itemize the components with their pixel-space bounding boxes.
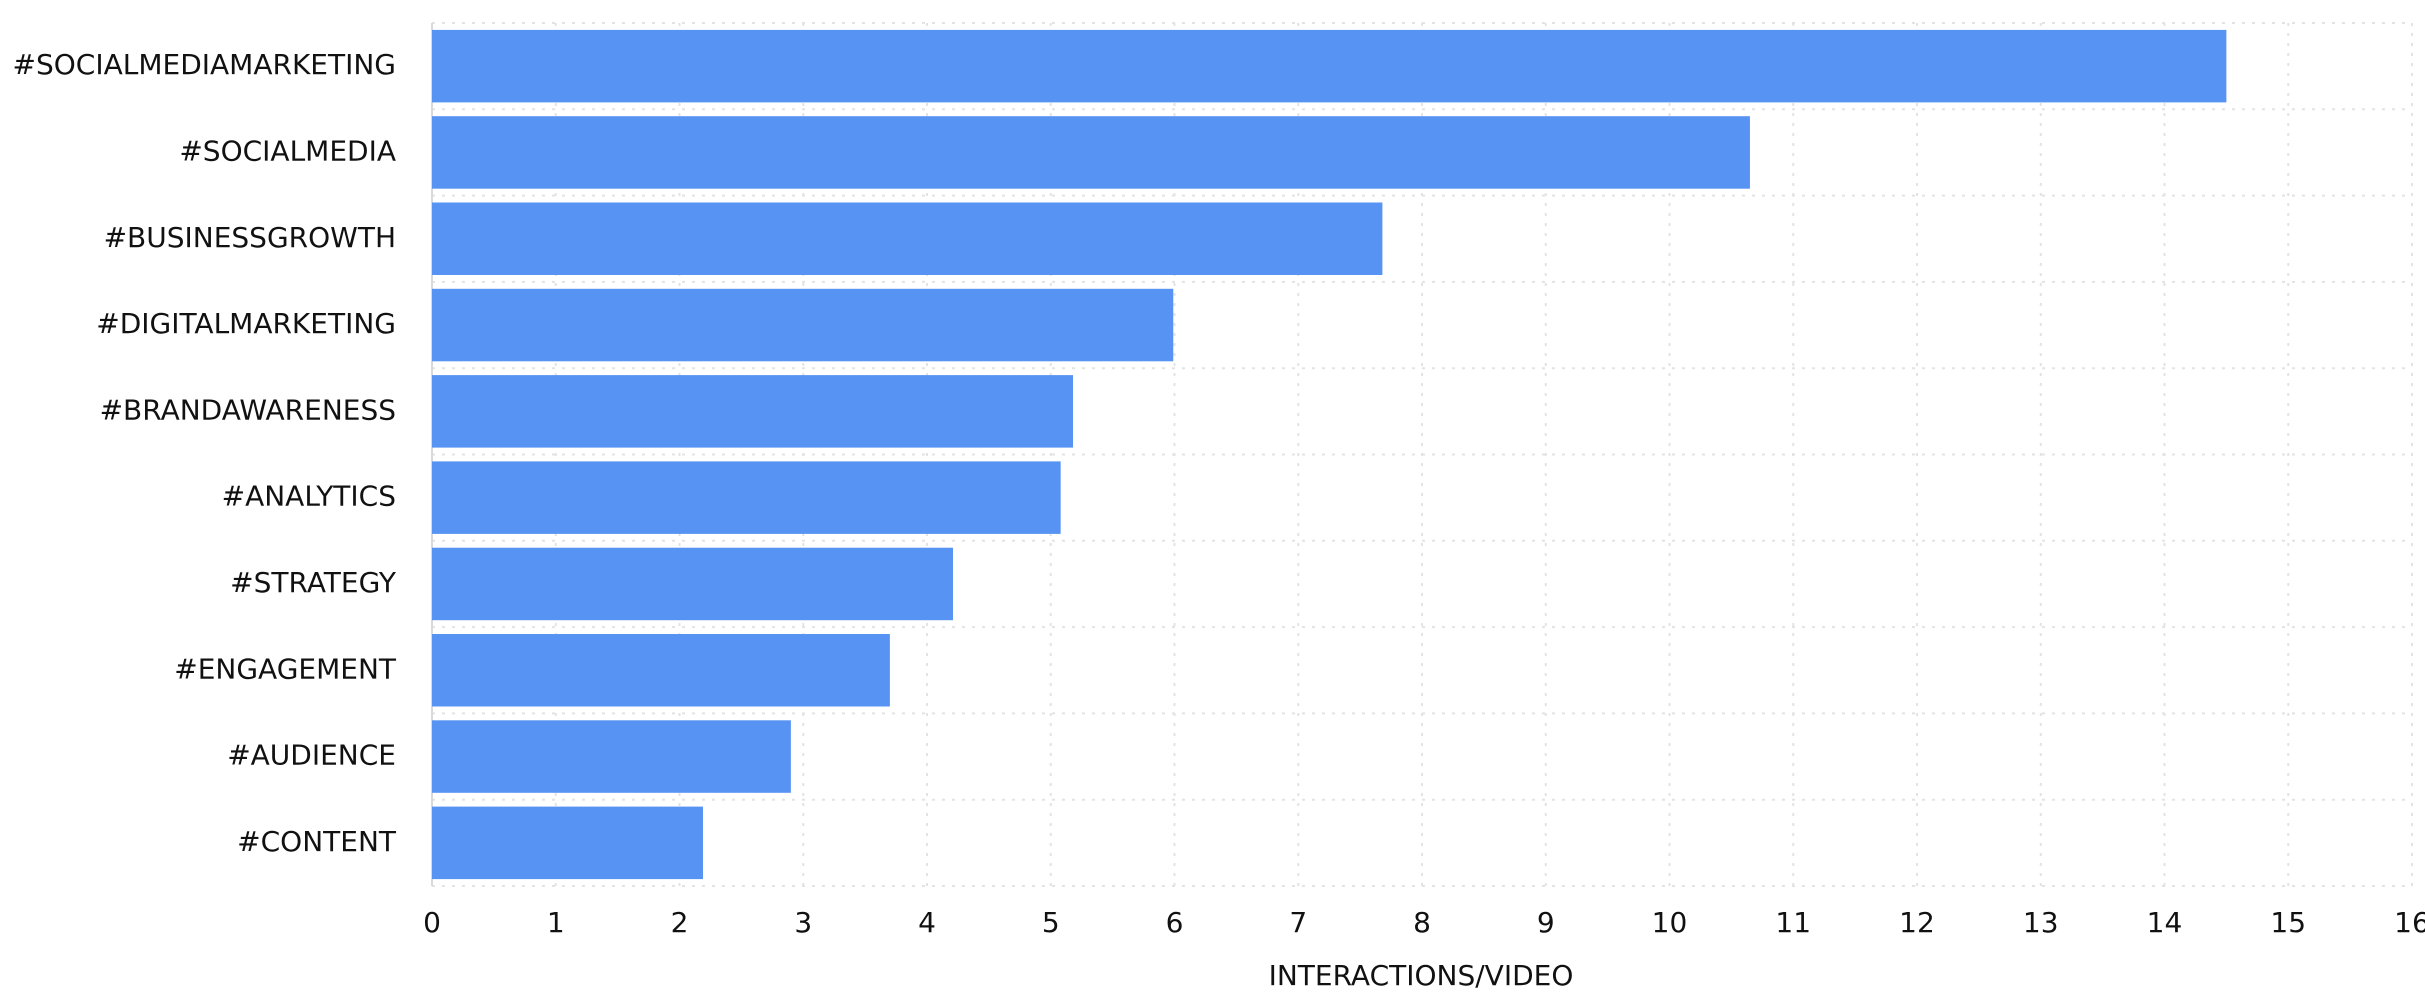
y-tick-label: #DIGITALMARKETING (96, 307, 396, 340)
y-tick-label: #SOCIALMEDIA (179, 134, 396, 167)
x-axis-label: INTERACTIONS/VIDEO (1269, 959, 1574, 992)
x-tick-label: 5 (1042, 906, 1060, 939)
x-tick-label: 12 (1899, 906, 1935, 939)
bar (432, 634, 890, 707)
x-tick-label: 3 (794, 906, 812, 939)
bar (432, 375, 1074, 448)
x-tick-label: 10 (1652, 906, 1688, 939)
y-tick-label: #STRATEGY (230, 566, 397, 599)
x-tick-label: 11 (1775, 906, 1811, 939)
bar (432, 806, 704, 880)
bar (432, 29, 2227, 103)
x-tick-label: 2 (671, 906, 689, 939)
x-tick-label: 14 (2147, 906, 2183, 939)
bar (432, 461, 1061, 534)
x-tick-label: 16 (2394, 906, 2425, 939)
x-tick-label: 0 (423, 906, 441, 939)
y-tick-label: #ANALYTICS (222, 480, 396, 513)
x-tick-label: 1 (547, 906, 565, 939)
y-tick-label: #BUSINESSGROWTH (104, 221, 396, 254)
x-tick-label: 9 (1537, 906, 1555, 939)
bar (432, 547, 953, 621)
y-tick-label: #ENGAGEMENT (174, 652, 397, 685)
bar (432, 720, 791, 793)
y-tick-label: #BRANDAWARENESS (100, 393, 396, 426)
y-tick-label: #CONTENT (237, 825, 397, 858)
bar (432, 116, 1750, 189)
x-tick-label: 8 (1413, 906, 1431, 939)
x-tick-label: 13 (2023, 906, 2059, 939)
bar (432, 202, 1383, 275)
x-tick-label: 4 (918, 906, 936, 939)
y-tick-label: #SOCIALMEDIAMARKETING (13, 48, 396, 81)
bar (432, 288, 1174, 362)
x-tick-label: 6 (1166, 906, 1184, 939)
x-tick-label: 7 (1289, 906, 1307, 939)
x-tick-label: 15 (2270, 906, 2306, 939)
y-tick-label: #AUDIENCE (227, 739, 396, 772)
